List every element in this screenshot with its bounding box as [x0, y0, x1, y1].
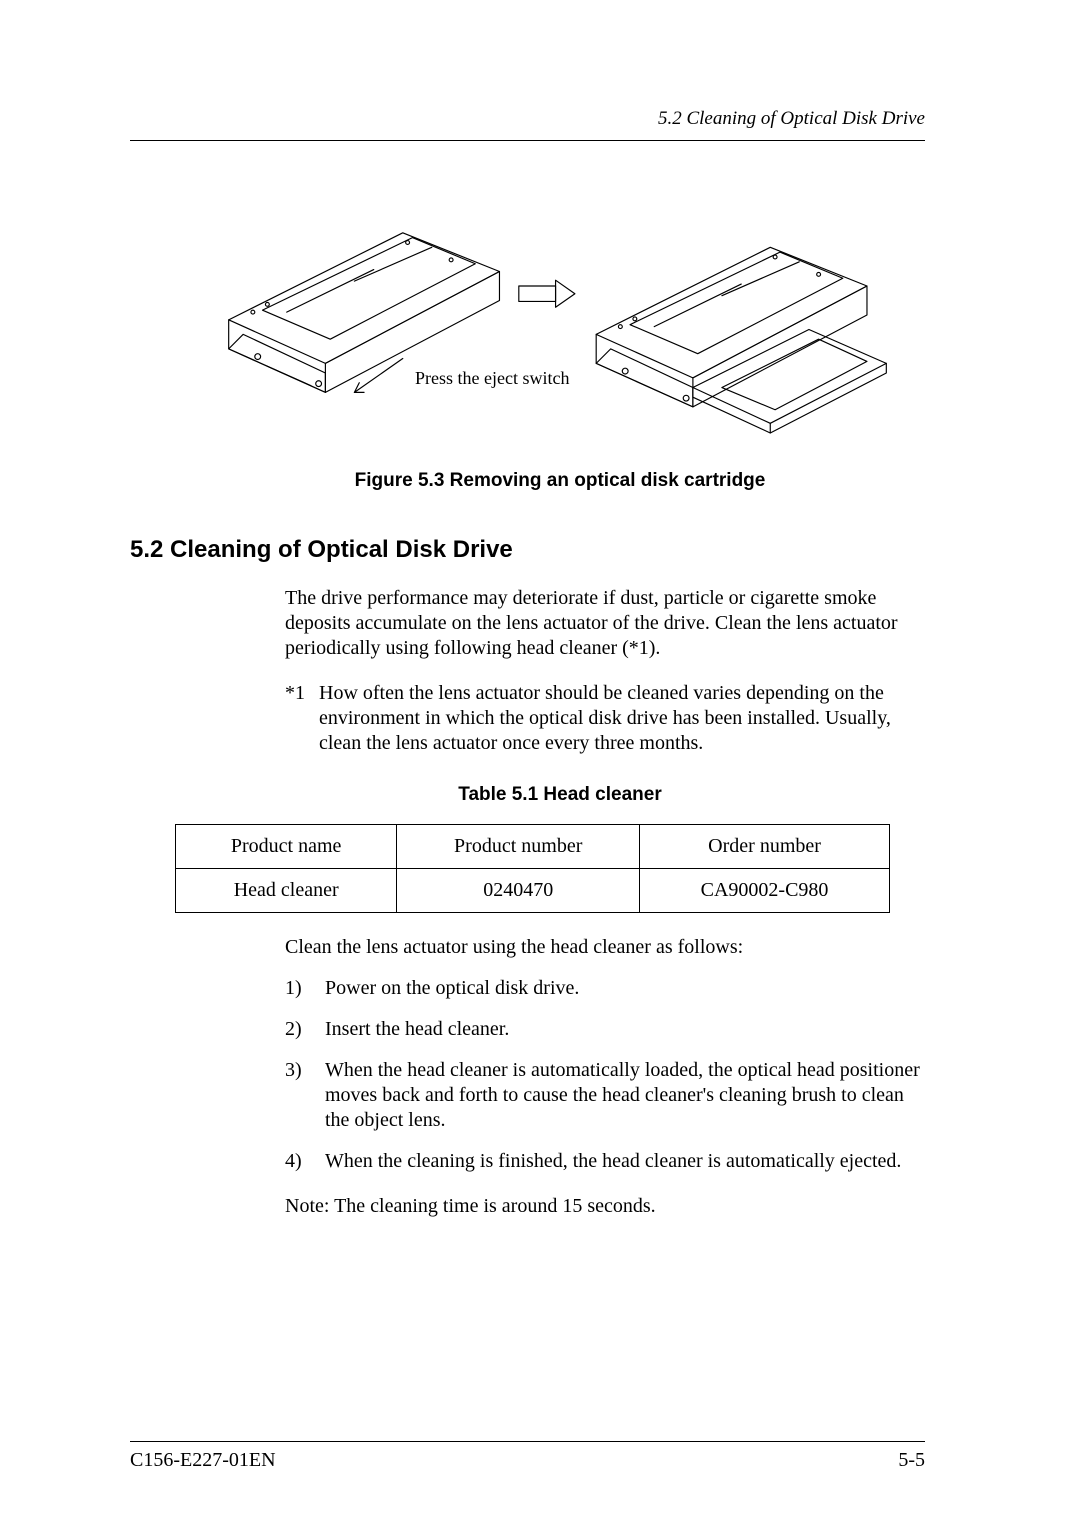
figure-svg [190, 190, 925, 440]
table-header-cell: Product number [397, 825, 640, 869]
procedure-note: Note: The cleaning time is around 15 sec… [285, 1194, 920, 1219]
intro-paragraph: The drive performance may deteriorate if… [285, 586, 920, 661]
footnote-marker: *1 [285, 681, 319, 756]
table-cell: 0240470 [397, 869, 640, 913]
table-cell: CA90002-C980 [640, 869, 890, 913]
table-row: Head cleaner 0240470 CA90002-C980 [176, 869, 890, 913]
table-header-row: Product name Product number Order number [176, 825, 890, 869]
list-item-text: When the cleaning is finished, the head … [325, 1149, 901, 1174]
footnote-star1: *1 How often the lens actuator should be… [285, 681, 920, 756]
list-item-num: 1) [285, 976, 325, 1001]
running-head: 5.2 Cleaning of Optical Disk Drive [658, 108, 925, 130]
table-header-cell: Product name [176, 825, 397, 869]
table-caption: Table 5.1 Head cleaner [170, 784, 950, 806]
footnote-text: How often the lens actuator should be cl… [319, 681, 920, 756]
table-header-cell: Order number [640, 825, 890, 869]
table-wrap: Product name Product number Order number… [175, 824, 890, 913]
header-rule [130, 140, 925, 141]
list-item-num: 2) [285, 1017, 325, 1042]
list-item: 3) When the head cleaner is automaticall… [285, 1058, 920, 1133]
figure-area: Press the eject switch [190, 190, 925, 440]
list-item-num: 4) [285, 1149, 325, 1174]
figure-caption: Figure 5.3 Removing an optical disk cart… [170, 470, 950, 492]
footer-page-number: 5-5 [898, 1449, 925, 1472]
list-item-text: When the head cleaner is automatically l… [325, 1058, 920, 1133]
list-item-text: Insert the head cleaner. [325, 1017, 509, 1042]
procedure-intro: Clean the lens actuator using the head c… [285, 935, 920, 960]
footer-doc-id: C156-E227-01EN [130, 1449, 276, 1472]
figure-eject-label: Press the eject switch [415, 368, 569, 389]
section-heading: 5.2 Cleaning of Optical Disk Drive [130, 536, 950, 564]
head-cleaner-table: Product name Product number Order number… [175, 824, 890, 913]
list-item-text: Power on the optical disk drive. [325, 976, 579, 1001]
footer-rule [130, 1441, 925, 1442]
list-item: 1) Power on the optical disk drive. [285, 976, 920, 1001]
list-item-num: 3) [285, 1058, 325, 1133]
procedure-list: 1) Power on the optical disk drive. 2) I… [285, 976, 920, 1174]
list-item: 4) When the cleaning is finished, the he… [285, 1149, 920, 1174]
procedure-block: Clean the lens actuator using the head c… [285, 935, 920, 1219]
page-root: 5.2 Cleaning of Optical Disk Drive [0, 0, 1080, 1528]
body-block: The drive performance may deteriorate if… [285, 586, 920, 756]
list-item: 2) Insert the head cleaner. [285, 1017, 920, 1042]
table-cell: Head cleaner [176, 869, 397, 913]
